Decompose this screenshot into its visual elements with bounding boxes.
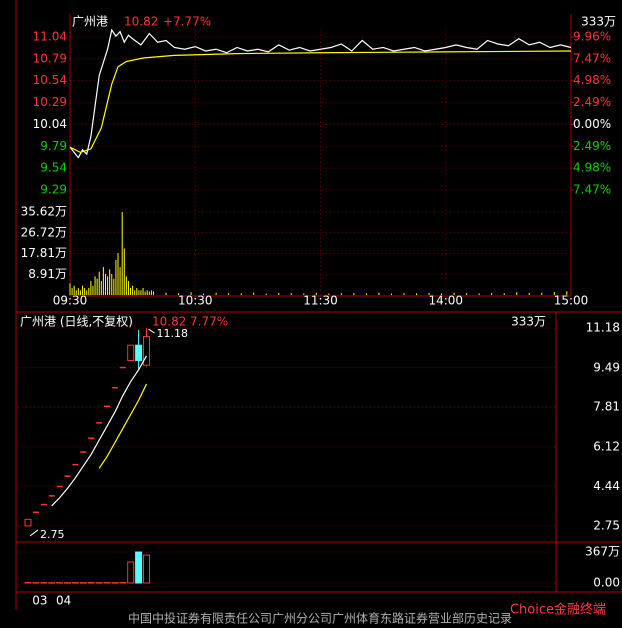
moving-average bbox=[51, 355, 148, 507]
volume-bar bbox=[24, 581, 32, 584]
change: 7.77% bbox=[190, 315, 228, 329]
volume-bar bbox=[40, 582, 48, 584]
volume-bar bbox=[79, 582, 87, 584]
candle-body bbox=[24, 518, 32, 527]
y-tick-label: 9.79 bbox=[40, 139, 67, 153]
volume-bar bbox=[64, 582, 71, 584]
volume-bar bbox=[32, 582, 40, 584]
x-tick-label: 09:30 bbox=[53, 294, 88, 308]
y-tick-label: 10.29 bbox=[33, 95, 67, 109]
y2-tick-label: 4.98% bbox=[573, 161, 611, 175]
x-tick-label: 03 bbox=[32, 594, 47, 608]
volume-total: 333万 bbox=[581, 15, 616, 29]
volume-tick-label: 367万 bbox=[585, 545, 620, 559]
y2-tick-label: 0.00% bbox=[573, 117, 611, 131]
volume-tick-label: 35.62万 bbox=[21, 205, 67, 219]
y2-tick-label: 7.47% bbox=[573, 182, 611, 196]
y2-tick-label: 7.47% bbox=[573, 51, 611, 65]
y-tick-label: 9.29 bbox=[40, 183, 67, 197]
volume-bar bbox=[111, 582, 119, 584]
candle-body bbox=[135, 344, 143, 361]
last-price: 10.82 bbox=[152, 315, 186, 329]
stock-name: 广州港 bbox=[72, 15, 108, 29]
y-tick-label: 10.54 bbox=[33, 73, 67, 87]
y-tick-label: 9.54 bbox=[40, 161, 67, 175]
price-line bbox=[69, 28, 572, 159]
volume-bar bbox=[71, 582, 79, 584]
x-tick-label: 10:30 bbox=[178, 294, 213, 308]
y-tick-label: 11.04 bbox=[33, 29, 67, 43]
y-tick-label: 11.18 bbox=[586, 321, 620, 335]
volume-bar bbox=[95, 582, 103, 584]
volume-bar bbox=[119, 581, 127, 584]
y2-tick-label: 4.98% bbox=[573, 73, 611, 87]
x-tick-label: 15:00 bbox=[554, 294, 589, 308]
x-tick-label: 14:00 bbox=[428, 294, 463, 308]
candle-body bbox=[127, 344, 135, 361]
y2-tick-label: 9.96% bbox=[573, 30, 611, 44]
y-tick-label: 6.12 bbox=[593, 439, 620, 453]
volume-tick-label: 8.91万 bbox=[28, 267, 67, 281]
chart-title: 广州港 (日线,不复权) bbox=[20, 315, 133, 329]
change: +7.77% bbox=[163, 15, 211, 29]
y2-tick-label: 2.49% bbox=[573, 139, 611, 153]
volume-bar bbox=[143, 554, 150, 584]
volume-bar bbox=[103, 582, 111, 584]
y2-tick-label: 2.49% bbox=[573, 95, 611, 109]
x-tick-label: 04 bbox=[56, 594, 71, 608]
price-line bbox=[69, 50, 572, 154]
volume-tick-label: 26.72万 bbox=[21, 225, 67, 239]
y-tick-label: 10.79 bbox=[33, 51, 67, 65]
last-price: 10.82 bbox=[124, 15, 158, 29]
annotation-arrow bbox=[29, 529, 39, 537]
footer-text: 中国中投证券有限责任公司广州分公司广州体育东路证券营业部历史记录 bbox=[128, 611, 512, 626]
candle-body bbox=[143, 336, 150, 366]
annotation-arrow bbox=[148, 328, 155, 334]
volume-bar bbox=[56, 582, 64, 584]
volume-bar bbox=[135, 551, 143, 584]
volume-tick-label: 17.81万 bbox=[21, 246, 67, 260]
x-tick-label: 11:30 bbox=[303, 294, 338, 308]
y-tick-label: 7.81 bbox=[593, 400, 620, 414]
moving-average bbox=[98, 383, 148, 469]
y-tick-label: 9.49 bbox=[593, 360, 620, 374]
volume-tick-label: 0.00 bbox=[593, 575, 620, 589]
y-tick-label: 10.04 bbox=[33, 117, 67, 131]
low-annotation: 2.75 bbox=[40, 528, 65, 541]
brand: Choice金融终端 bbox=[510, 602, 606, 618]
volume-total: 333万 bbox=[511, 315, 546, 329]
y-tick-label: 4.44 bbox=[593, 479, 620, 493]
volume-bar bbox=[48, 582, 56, 584]
high-annotation: 11.18 bbox=[157, 327, 189, 340]
y-tick-label: 2.75 bbox=[593, 518, 620, 532]
volume-bar bbox=[127, 561, 135, 584]
volume-bar bbox=[87, 582, 95, 584]
